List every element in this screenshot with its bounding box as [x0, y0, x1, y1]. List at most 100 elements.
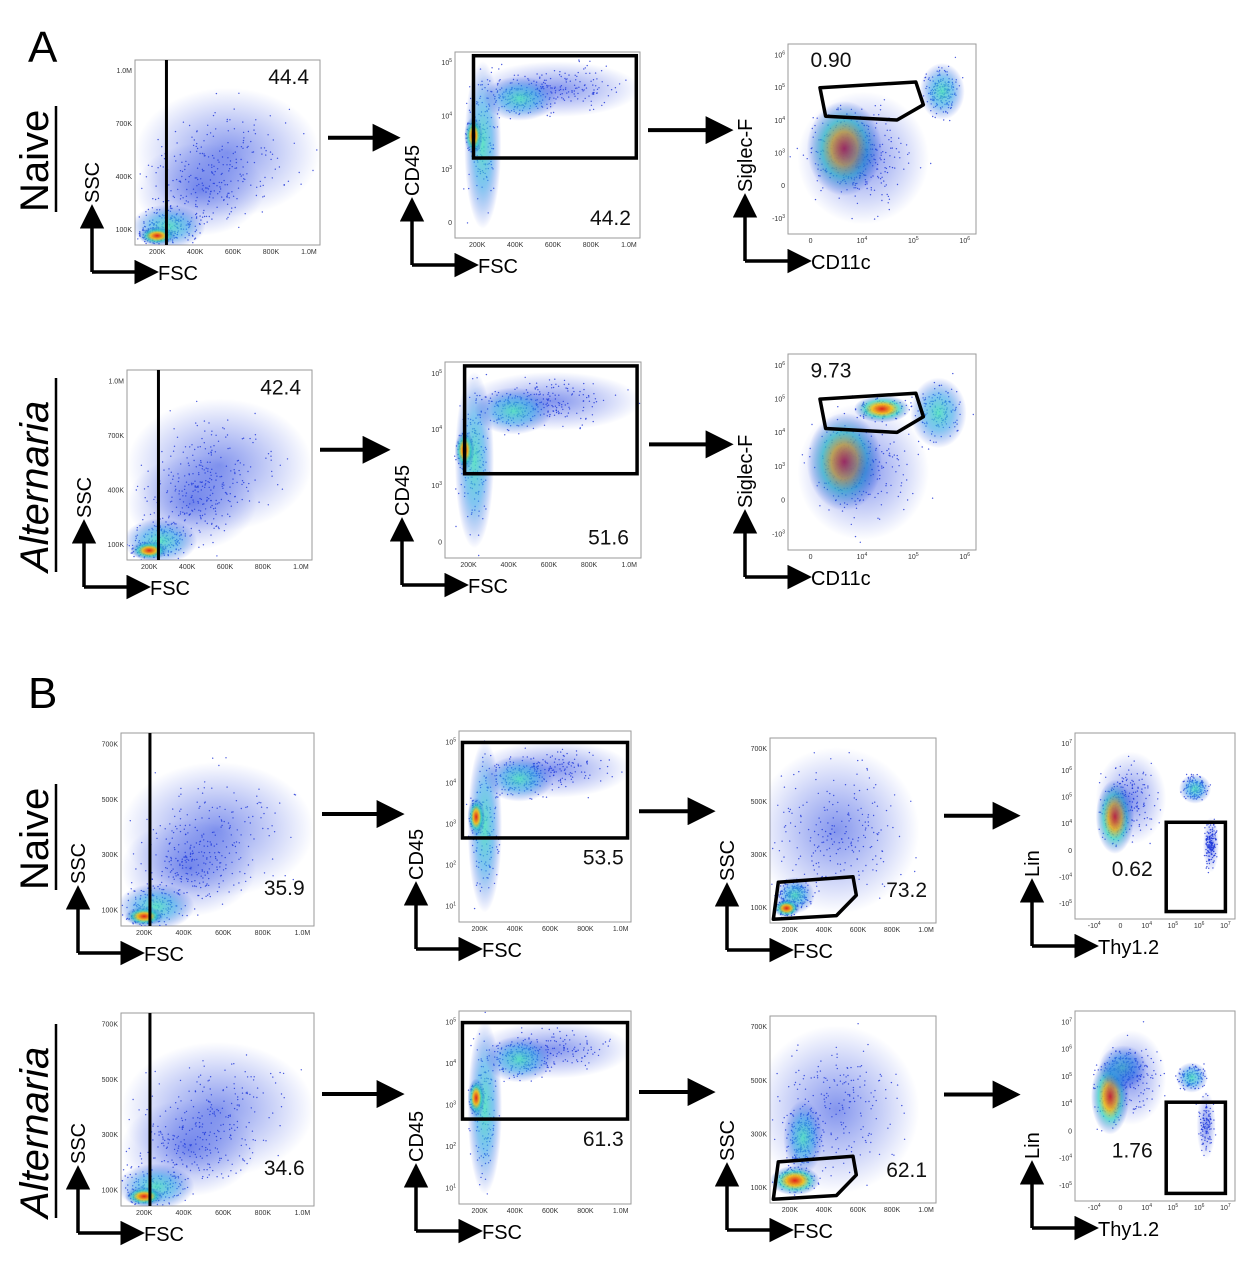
x-tick-label: 800K: [581, 562, 598, 569]
density-cloud: [770, 1023, 920, 1196]
y-tick-label: 104: [1061, 819, 1072, 828]
y-tick-label: 103: [774, 148, 785, 157]
y-tick-label: 107: [1061, 739, 1072, 748]
x-tick-label: 600K: [541, 562, 558, 569]
y-tick-label: 700K: [751, 746, 768, 753]
row-label-text: Alternaria: [13, 1047, 57, 1220]
row-label-b-alternaria: Alternaria: [13, 1024, 58, 1220]
x-tick-label: 1.0M: [918, 1207, 934, 1214]
x-tick-label: 200K: [471, 926, 488, 933]
axis-arrows: FSC CD45: [399, 145, 518, 278]
gate-percentage: 73.2: [886, 879, 927, 902]
x-tick-label: 200K: [469, 242, 486, 249]
flow-plot: 0.62 -104 0 104 105 106 107 107 106 105 104 0 -104 -1…: [1019, 732, 1236, 959]
x-tick-label: 0: [809, 238, 813, 245]
x-axis-label: FSC: [793, 1221, 833, 1243]
y-tick-label: 105: [1061, 792, 1072, 801]
gate-percentage: 62.1: [886, 1159, 927, 1182]
x-axis-label: FSC: [482, 1222, 522, 1244]
x-tick-label: 200K: [460, 562, 477, 569]
flow-plot: 0.90 0 104 105 106 106 105 104 103 0 -103 CD11c Sigl…: [732, 43, 977, 274]
x-tick-label: 600K: [850, 1207, 867, 1214]
plot-frame: [1074, 1010, 1236, 1202]
gate-polygon: [771, 1154, 859, 1202]
plot-frame: [1074, 732, 1236, 920]
plot-frame: [787, 43, 977, 235]
x-tick-label: 400K: [176, 930, 193, 937]
y-tick-label: 300K: [102, 1132, 119, 1139]
axis-arrows: FSC SSC: [71, 477, 190, 600]
x-axis-label: FSC: [478, 256, 518, 278]
y-tick-label: 105: [445, 737, 456, 746]
x-tick-label: 104: [1141, 1203, 1152, 1212]
row-label-a-alternaria: Alternaria: [13, 378, 58, 574]
x-axis-label: FSC: [144, 944, 184, 966]
y-tick-label: 700K: [751, 1024, 768, 1031]
y-tick-label: 105: [441, 58, 452, 67]
plot-frame: [458, 730, 632, 923]
x-tick-label: 107: [1220, 921, 1231, 930]
y-tick-label: 105: [774, 394, 785, 403]
x-tick-label: 1.0M: [918, 927, 934, 934]
x-tick-label: 200K: [141, 564, 158, 571]
x-tick-label: 1.0M: [301, 249, 317, 256]
x-tick-label: 1.0M: [293, 564, 309, 571]
y-tick-label: 104: [445, 779, 456, 788]
gate-percentage: 0.90: [811, 49, 852, 72]
y-axis-label: SSC: [717, 840, 739, 881]
x-tick-label: 0: [1118, 923, 1122, 930]
density-cloud: [770, 747, 920, 919]
y-tick-label: 103: [774, 462, 785, 471]
gate-percentage: 42.4: [260, 377, 301, 400]
y-axis-label: Siglec-F: [735, 119, 757, 192]
flow-plot: 44.2 200K 400K 600K 800K 1.0M 105 104 103 0 FSC CD4…: [399, 51, 641, 278]
y-axis-label: SSC: [82, 162, 104, 203]
x-tick-label: 107: [1220, 1203, 1231, 1212]
y-tick-label: 106: [1061, 766, 1072, 775]
density-cloud: [121, 757, 314, 926]
axis-arrows: Thy1.2 Lin: [1019, 1132, 1159, 1241]
x-axis-label: FSC: [150, 578, 190, 600]
axis-arrows: FSC SSC: [714, 840, 833, 963]
y-axis-label: SSC: [74, 477, 96, 518]
x-tick-label: 400K: [176, 1210, 193, 1217]
row-label-b-naive: Naive: [13, 784, 58, 890]
x-tick-label: 1.0M: [621, 562, 637, 569]
gate-percentage: 9.73: [811, 360, 852, 383]
y-tick-label: -103: [772, 214, 785, 223]
y-tick-label: 104: [774, 428, 785, 437]
x-axis-label: FSC: [158, 263, 198, 285]
x-axis-label: CD11c: [811, 252, 871, 274]
x-axis-label: FSC: [482, 940, 522, 962]
axis-arrows: FSC SSC: [65, 843, 184, 966]
y-tick-label: 500K: [102, 797, 119, 804]
gate-percentage: 35.9: [264, 877, 305, 900]
x-tick-label: 600K: [542, 1208, 559, 1215]
y-tick-label: 100K: [751, 1185, 768, 1192]
gate-polygon: [818, 391, 926, 435]
panel-letter-b: B: [28, 669, 57, 718]
flow-plot: 1.76 -104 0 104 105 106 107 107 106 105 104 0 -104 -1…: [1019, 1010, 1236, 1241]
y-tick-label: 103: [431, 481, 442, 490]
y-axis-label: Lin: [1022, 1132, 1044, 1159]
x-tick-label: 0: [809, 554, 813, 561]
x-tick-label: 0: [1118, 1205, 1122, 1212]
x-tick-label: 400K: [507, 242, 524, 249]
gate-percentage: 1.76: [1112, 1139, 1153, 1162]
plot-frame: [444, 361, 642, 559]
x-tick-label: 1.0M: [295, 930, 311, 937]
y-tick-label: 103: [445, 820, 456, 829]
density-cloud: [135, 87, 320, 245]
density-cloud: [463, 59, 640, 229]
flow-plot: 42.4 200K 400K 600K 800K 1.0M 1.0M 700K 400K 100K…: [71, 369, 313, 600]
gate-percentage: 44.2: [590, 207, 631, 230]
gate-rect: [1164, 1100, 1228, 1196]
x-tick-label: 200K: [782, 1207, 799, 1214]
y-tick-label: 0: [1068, 848, 1072, 855]
x-tick-label: 200K: [471, 1208, 488, 1215]
flow-plot: 9.73 0 104 105 106 106 105 104 103 0 -103 CD11c Sigl…: [732, 353, 977, 590]
y-axis-label: CD45: [392, 465, 414, 516]
density-cloud: [797, 372, 974, 543]
y-tick-label: 103: [445, 1101, 456, 1110]
y-axis-label: SSC: [68, 1123, 90, 1164]
